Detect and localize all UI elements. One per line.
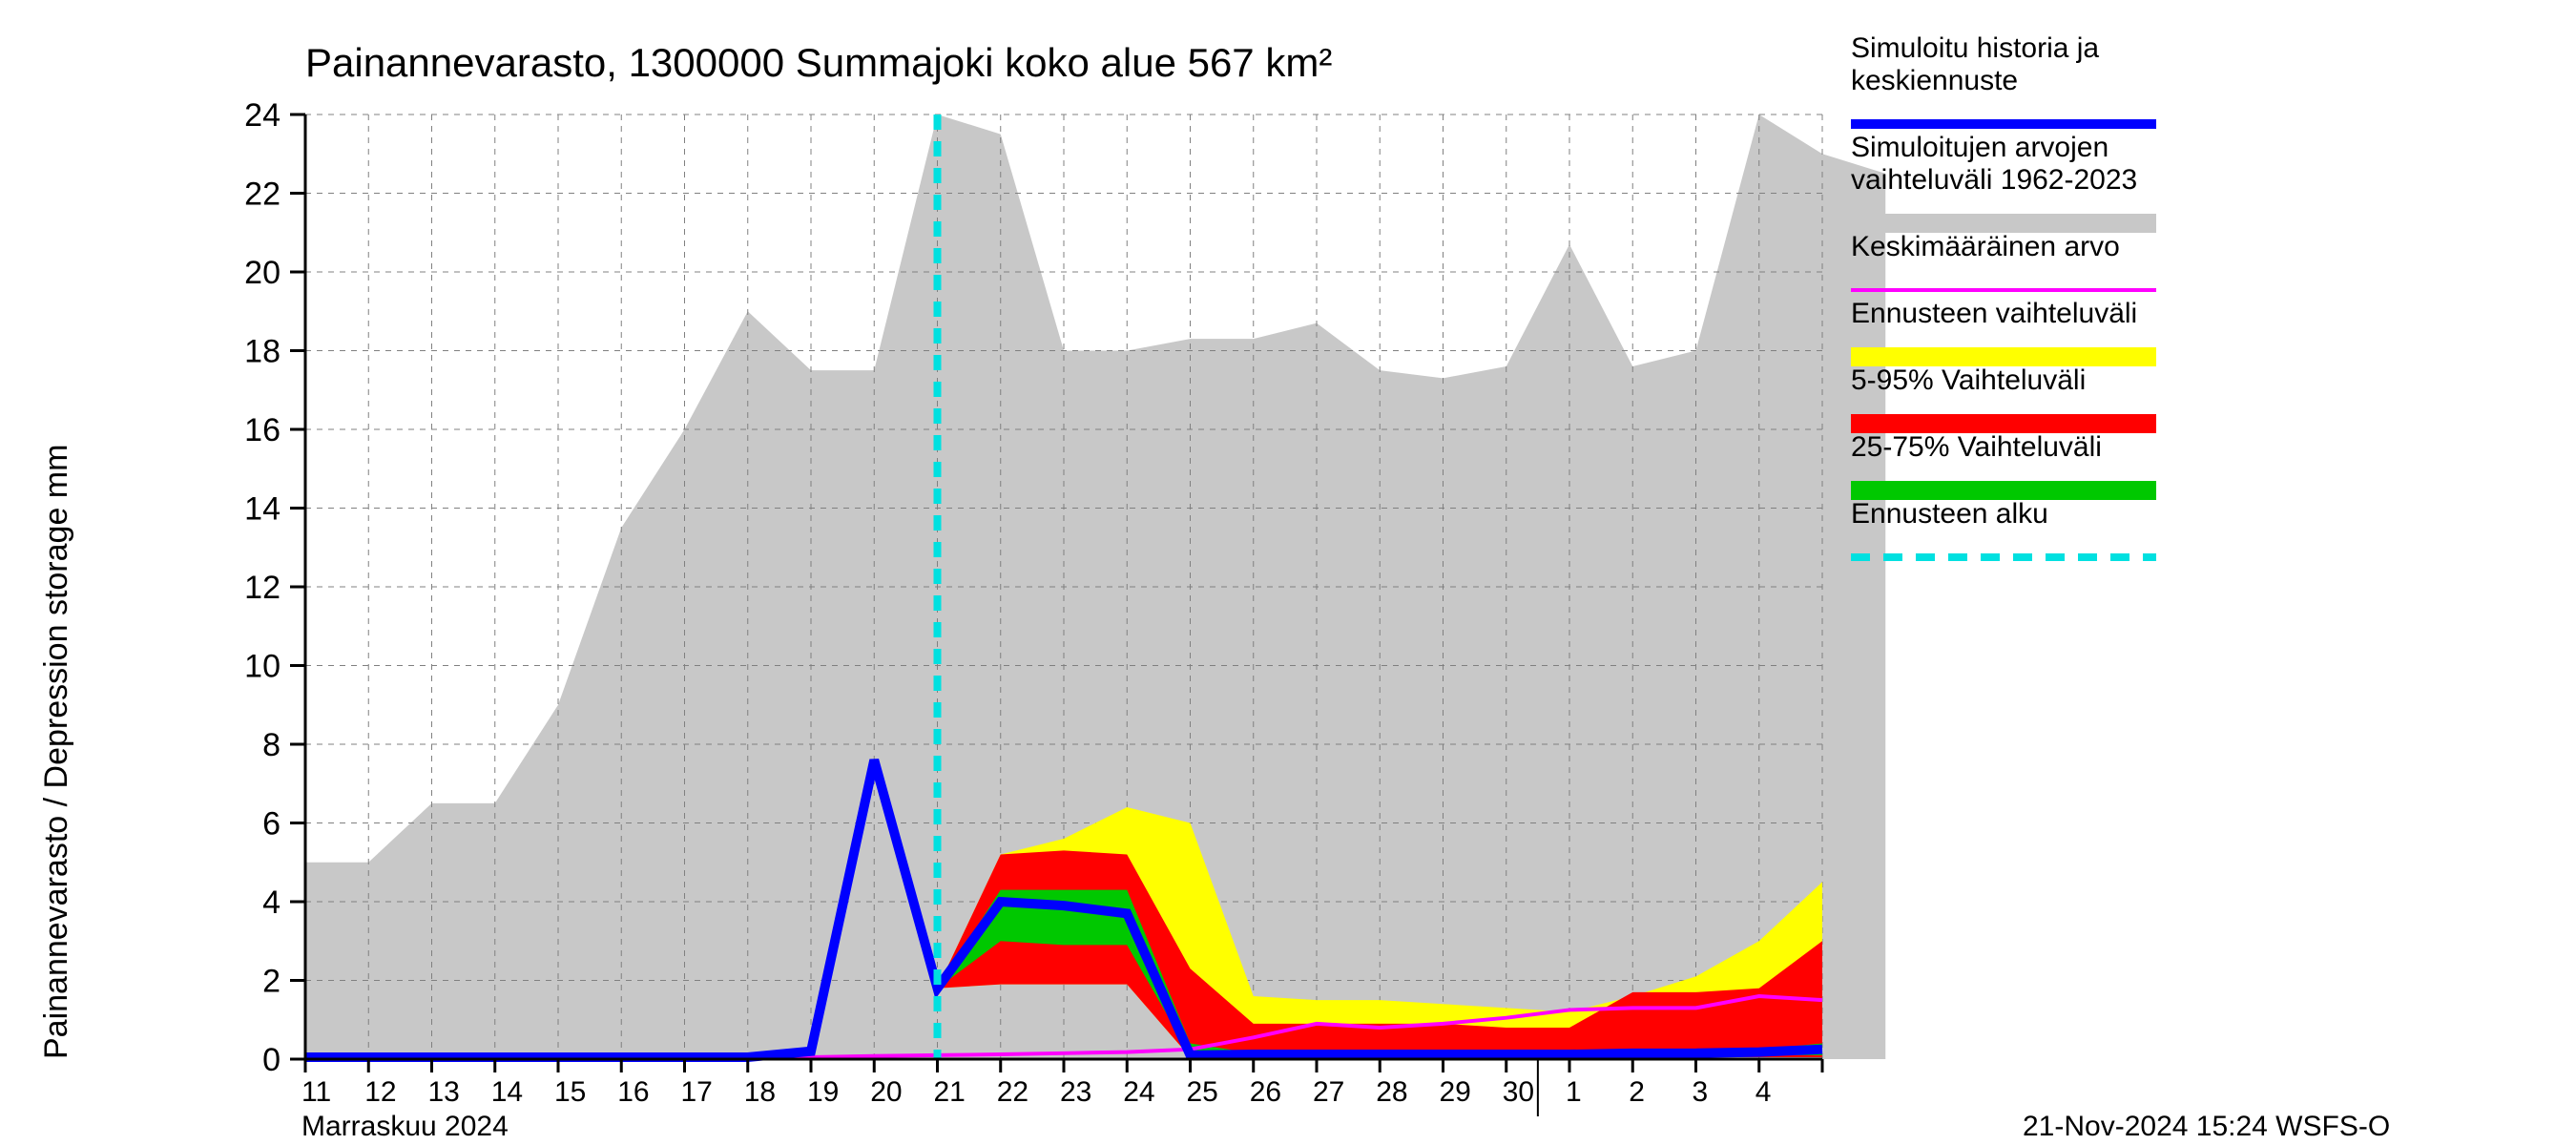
legend-label: vaihteluväli 1962-2023	[1851, 164, 2137, 196]
x-tick-label: 17	[681, 1076, 713, 1108]
x-tick-label: 16	[617, 1076, 649, 1108]
y-tick-label: 22	[244, 177, 280, 213]
y-tick-label: 8	[262, 727, 280, 763]
x-tick-label: 20	[870, 1076, 902, 1108]
x-tick-label: 2	[1629, 1076, 1645, 1108]
legend-swatch	[1851, 414, 2156, 433]
y-tick-label: 10	[244, 649, 280, 685]
legend-swatch	[1851, 347, 2156, 366]
x-tick-label: 27	[1313, 1076, 1344, 1108]
footer-timestamp: 21-Nov-2024 15:24 WSFS-O	[2023, 1111, 2390, 1142]
x-tick-label: 11	[301, 1076, 331, 1108]
x-tick-label: 19	[807, 1076, 839, 1108]
legend-swatch	[1851, 481, 2156, 500]
x-tick-label: 18	[744, 1076, 776, 1108]
chart-container: 0246810121416182022241112131415161718192…	[0, 0, 2576, 1145]
y-axis-label: Painannevarasto / Depression storage mm	[38, 445, 74, 1059]
x-tick-label: 26	[1250, 1076, 1281, 1108]
legend-swatch	[1851, 214, 2156, 233]
y-tick-label: 14	[244, 491, 280, 528]
legend-label: keskiennuste	[1851, 65, 2018, 96]
x-tick-label: 24	[1123, 1076, 1154, 1108]
x-tick-label: 29	[1440, 1076, 1471, 1108]
month-label-1: Marraskuu 2024	[301, 1111, 509, 1142]
x-tick-label: 14	[491, 1076, 523, 1108]
chart-title: Painannevarasto, 1300000 Summajoki koko …	[305, 40, 1332, 85]
y-tick-label: 16	[244, 412, 280, 448]
y-tick-label: 24	[244, 97, 280, 134]
y-tick-label: 18	[244, 334, 280, 370]
legend-label: 5-95% Vaihteluväli	[1851, 364, 2086, 396]
y-tick-label: 12	[244, 570, 280, 606]
x-tick-label: 3	[1693, 1076, 1709, 1108]
x-tick-label: 22	[997, 1076, 1028, 1108]
legend-label: Keskimääräinen arvo	[1851, 231, 2120, 262]
x-tick-label: 4	[1755, 1076, 1772, 1108]
legend-label: Ennusteen vaihteluväli	[1851, 298, 2137, 329]
y-tick-label: 6	[262, 806, 280, 843]
y-tick-label: 2	[262, 964, 280, 1000]
legend-label: 25-75% Vaihteluväli	[1851, 431, 2102, 463]
x-tick-label: 28	[1376, 1076, 1407, 1108]
legend-label: Simuloitu historia ja	[1851, 32, 2099, 64]
x-tick-label: 12	[364, 1076, 396, 1108]
legend-label: Ennusteen alku	[1851, 498, 2048, 530]
y-tick-label: 20	[244, 255, 280, 291]
x-tick-label: 13	[428, 1076, 460, 1108]
legend-label: Simuloitujen arvojen	[1851, 132, 2109, 163]
x-tick-label: 25	[1187, 1076, 1218, 1108]
y-tick-label: 4	[262, 885, 280, 921]
x-tick-label: 30	[1503, 1076, 1534, 1108]
x-tick-label: 1	[1566, 1076, 1582, 1108]
x-tick-label: 23	[1060, 1076, 1091, 1108]
y-tick-label: 0	[262, 1042, 280, 1078]
chart-svg: 0246810121416182022241112131415161718192…	[0, 0, 2576, 1145]
x-tick-label: 15	[554, 1076, 586, 1108]
x-tick-label: 21	[934, 1076, 966, 1108]
